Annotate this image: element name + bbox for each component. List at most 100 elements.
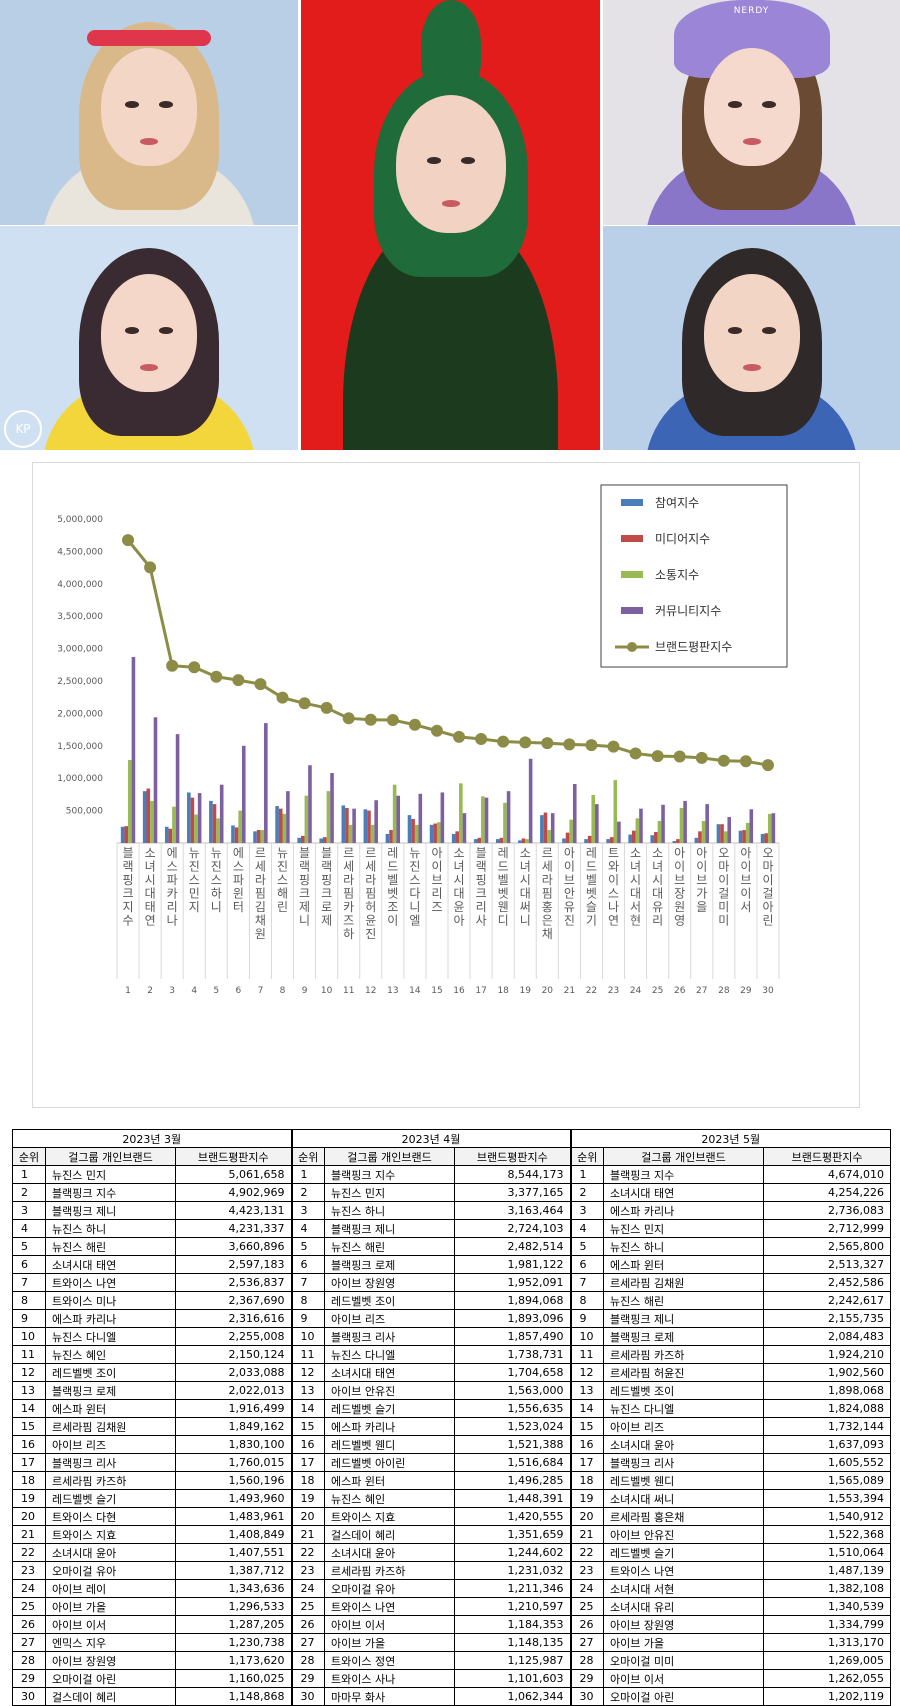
rank-cell: 15: [12, 1417, 46, 1436]
category-number: 29: [740, 986, 752, 996]
rank-cell: 23: [569, 1561, 605, 1580]
brand-cell: 아이브 리즈: [45, 1435, 176, 1454]
table-row: 8 트와이스 미나 2,367,690 8 레드벨벳 조이 1,894,068 8 뉴진스 해…: [12, 1291, 892, 1310]
category-number: 12: [365, 986, 376, 996]
bar-1: [694, 837, 699, 843]
index-cell: 1,981,122: [453, 1255, 572, 1274]
month-header-march: 2023년 3월: [12, 1129, 292, 1148]
index-cell: 1,231,032: [453, 1561, 572, 1580]
bar-1: [429, 824, 434, 843]
hair-bun: [420, 0, 481, 90]
bar-4: [639, 808, 643, 843]
brand-cell: 트와이스 나연: [324, 1597, 455, 1616]
rank-cell: 24: [12, 1579, 46, 1598]
brand-index-point: [122, 534, 135, 547]
bar-3: [569, 819, 573, 843]
brand-index-point: [276, 691, 289, 704]
bar-2: [455, 831, 460, 843]
index-cell: 1,244,602: [453, 1543, 572, 1562]
index-cell: 1,210,597: [453, 1597, 572, 1616]
bar-2: [367, 810, 371, 843]
rank-cell: 23: [290, 1561, 325, 1580]
category-number: 26: [674, 986, 686, 996]
bar-3: [701, 820, 706, 843]
brand-cell: 소녀시대 태연: [603, 1183, 765, 1202]
index-cell: 1,351,659: [453, 1525, 572, 1544]
rank-cell: 14: [569, 1399, 605, 1418]
brand-cell: 아이브 장원영: [603, 1615, 765, 1634]
person-face: [703, 274, 800, 392]
bar-1: [120, 826, 125, 843]
table-row: 11 뉴진스 혜인 2,150,124 11 뉴진스 다니엘 1,738,731 11 르세라…: [12, 1345, 892, 1364]
rank-cell: 8: [290, 1291, 325, 1310]
brand-cell: 블랙핑크 제니: [603, 1309, 765, 1328]
brand-cell: 아이브 이서: [603, 1669, 765, 1688]
brand-cell: 뉴진스 다니엘: [324, 1345, 455, 1364]
bar-4: [197, 793, 202, 843]
rank-cell: 20: [12, 1507, 46, 1526]
rank-cell: 3: [569, 1201, 605, 1220]
category-number: 19: [520, 986, 532, 996]
table-row: 16 아이브 리즈 1,830,100 16 레드벨벳 웬디 1,521,388 16 소녀시…: [12, 1435, 892, 1454]
brand-cell: 소녀시대 서현: [603, 1579, 765, 1598]
rank-cell: 21: [290, 1525, 325, 1544]
bar-3: [436, 822, 441, 843]
bar-1: [341, 805, 346, 843]
bar-2: [323, 837, 327, 843]
rank-cell: 16: [12, 1435, 46, 1454]
brand-cell: 아이브 가을: [45, 1597, 176, 1616]
rank-cell: 19: [12, 1489, 46, 1508]
index-cell: 1,556,635: [453, 1399, 572, 1418]
category-number: 11: [343, 986, 354, 996]
bar-3: [282, 813, 287, 843]
brand-cell: 마마무 화사: [324, 1687, 455, 1706]
index-cell: 1,510,064: [763, 1543, 892, 1562]
bar-3: [326, 791, 331, 843]
bar-4: [528, 758, 533, 843]
index-cell: 2,242,617: [763, 1291, 892, 1310]
bar-1: [540, 815, 544, 843]
rank-cell: 25: [290, 1597, 325, 1616]
bar-3: [767, 813, 772, 843]
rank-cell: 22: [290, 1543, 325, 1562]
rank-cell: 26: [290, 1615, 325, 1634]
rank-cell: 19: [290, 1489, 325, 1508]
col-rank-header: 순위: [12, 1147, 46, 1166]
table-row: 13 블랙핑크 로제 2,022,013 13 아이브 안유진 1,563,000 13 레드…: [12, 1381, 892, 1400]
person-face: [703, 48, 800, 166]
rank-cell: 6: [290, 1255, 325, 1274]
right-eye: [460, 157, 475, 165]
y-tick-label: 2,500,000: [57, 677, 103, 687]
bar-1: [650, 835, 655, 843]
index-cell: 2,724,103: [453, 1219, 572, 1238]
y-tick-label: 500,000: [66, 807, 103, 817]
index-cell: 1,916,499: [175, 1399, 292, 1418]
brand-index-point: [166, 659, 179, 672]
brand-cell: 트와이스 사나: [324, 1669, 455, 1688]
index-cell: 1,830,100: [175, 1435, 292, 1454]
table-row: 10 뉴진스 다니엘 2,255,008 10 블랙핑크 리사 1,857,490 10 블랙…: [12, 1327, 892, 1346]
index-cell: 1,540,912: [763, 1507, 892, 1526]
index-cell: 1,313,170: [763, 1633, 892, 1652]
bar-2: [543, 812, 548, 843]
brand-index-point: [629, 747, 642, 760]
brand-cell: 르세라핌 허윤진: [603, 1363, 765, 1382]
index-cell: 1,738,731: [453, 1345, 572, 1364]
rank-cell: 12: [569, 1363, 605, 1382]
bar-4: [219, 784, 224, 843]
rank-cell: 5: [569, 1237, 605, 1256]
index-cell: 4,231,337: [175, 1219, 292, 1238]
index-cell: 2,513,327: [763, 1255, 892, 1274]
table-row: 25 아이브 가을 1,296,533 25 트와이스 나연 1,210,597 25 소녀시…: [12, 1597, 892, 1616]
bar-4: [771, 813, 776, 843]
brand-cell: 트와이스 다현: [45, 1507, 176, 1526]
bar-1: [672, 841, 677, 843]
